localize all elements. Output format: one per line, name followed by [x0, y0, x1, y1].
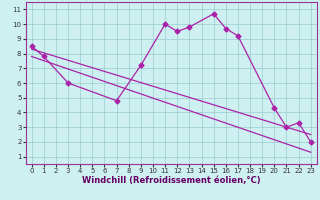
X-axis label: Windchill (Refroidissement éolien,°C): Windchill (Refroidissement éolien,°C)	[82, 176, 260, 185]
